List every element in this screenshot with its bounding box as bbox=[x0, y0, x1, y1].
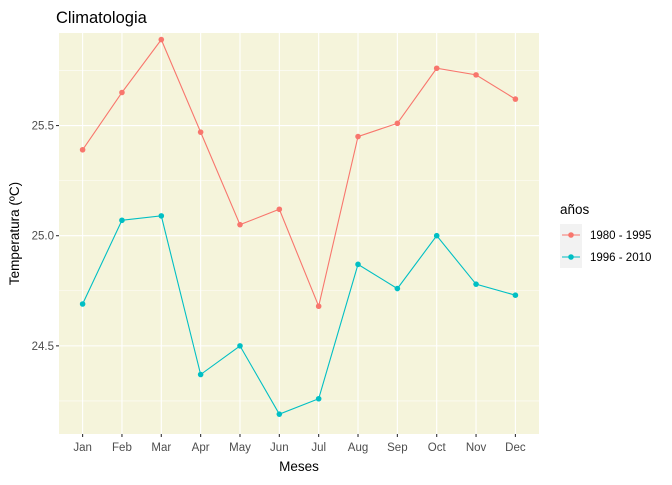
series-group bbox=[79, 213, 519, 417]
x-axis-title: Meses bbox=[279, 459, 319, 474]
data-point bbox=[473, 281, 479, 287]
data-point bbox=[512, 292, 519, 298]
y-axis: 24.5 25.0 25.5 bbox=[32, 121, 59, 353]
data-point bbox=[237, 221, 243, 228]
x-tick-label: Mar bbox=[151, 442, 171, 454]
series-layer bbox=[79, 36, 519, 417]
data-point bbox=[315, 395, 322, 402]
data-point bbox=[355, 261, 361, 268]
data-point bbox=[79, 146, 86, 153]
data-point bbox=[197, 129, 204, 135]
data-point bbox=[158, 36, 165, 43]
grid-lines bbox=[59, 33, 539, 434]
chart-title: Climatologia bbox=[56, 9, 148, 27]
data-point bbox=[197, 371, 204, 378]
y-tick-label: 25.5 bbox=[32, 121, 54, 133]
series-group bbox=[79, 36, 519, 310]
data-point bbox=[394, 120, 401, 127]
y-tick-label: 24.5 bbox=[32, 341, 54, 353]
x-tick-label: Jan bbox=[73, 442, 92, 454]
data-point bbox=[394, 285, 401, 292]
x-tick-label: Dec bbox=[505, 442, 526, 454]
x-tick-label: Feb bbox=[112, 442, 132, 454]
x-tick-label: Jun bbox=[270, 442, 289, 454]
x-tick-label: Oct bbox=[428, 442, 447, 454]
series-line bbox=[82, 38, 516, 309]
y-tick-label: 25.0 bbox=[32, 231, 54, 243]
x-tick-label: Jul bbox=[311, 442, 326, 454]
x-tick-label: Apr bbox=[192, 442, 210, 454]
data-point bbox=[433, 65, 440, 72]
x-axis: Jan Feb Mar Apr May Jun Jul Aug Sep Oct Nov Dec bbox=[73, 434, 526, 454]
y-axis-title: Temperatura (ºC) bbox=[7, 182, 22, 285]
data-point bbox=[473, 72, 479, 78]
x-tick-label: Sep bbox=[387, 442, 407, 454]
legend-label: 1996 - 2010 bbox=[590, 252, 651, 264]
series-line bbox=[82, 215, 516, 415]
data-point bbox=[119, 217, 125, 224]
legend-label: 1980 - 1995 bbox=[590, 230, 651, 242]
data-point bbox=[237, 343, 243, 349]
data-point bbox=[433, 232, 440, 239]
data-point bbox=[158, 213, 165, 219]
data-point bbox=[315, 303, 322, 310]
x-tick-label: May bbox=[229, 442, 251, 454]
data-point bbox=[276, 411, 283, 417]
legend-key-point bbox=[568, 254, 574, 260]
data-point bbox=[79, 301, 86, 307]
legend: años 1980 - 1995 1996 - 2010 bbox=[560, 202, 651, 268]
x-tick-label: Aug bbox=[348, 442, 368, 454]
legend-title: años bbox=[560, 202, 590, 217]
data-point bbox=[276, 206, 283, 213]
plot-panel bbox=[59, 33, 539, 434]
data-point bbox=[119, 89, 125, 96]
data-point bbox=[355, 133, 361, 140]
data-point bbox=[512, 96, 519, 102]
x-tick-label: Nov bbox=[466, 442, 487, 454]
legend-key-point bbox=[568, 232, 574, 238]
